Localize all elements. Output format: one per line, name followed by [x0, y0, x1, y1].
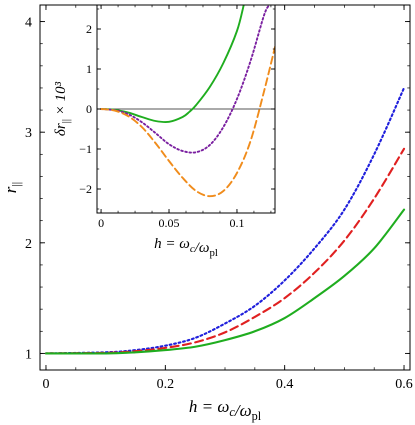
label-text-part: h = — [189, 397, 217, 416]
y-tick-label: 4 — [25, 16, 32, 31]
label-text-part: / — [234, 401, 242, 420]
label-text-part: ω — [217, 397, 229, 416]
label-subscript: pl — [252, 409, 262, 423]
y-tick-label: −2 — [79, 182, 92, 196]
label-subscript: c — [229, 405, 235, 419]
y-tick-label: 1 — [86, 62, 92, 76]
y-tick-label: 2 — [25, 237, 32, 252]
x-tick-label: 0 — [98, 216, 104, 230]
label-text-part: / — [194, 240, 201, 256]
x-tick-label: 0.1 — [229, 216, 244, 230]
label-text-part: h = — [154, 236, 179, 252]
series-line-1 — [44, 86, 406, 355]
x-tick-label: 0.05 — [159, 216, 180, 230]
x-tick-label: 0.6 — [395, 377, 413, 392]
x-tick-label: 0.2 — [157, 377, 175, 392]
x-axis-label: h = ωc/ωpl — [154, 236, 218, 259]
label-text-part: r — [1, 186, 20, 193]
x-tick-label: 0 — [42, 377, 49, 392]
series-line-3 — [100, 46, 275, 198]
y-tick-label: 2 — [86, 22, 92, 36]
label-text-part: δr — [53, 123, 69, 136]
label-subscript: || — [9, 182, 23, 187]
y-axis-label: δr|| × 10³ — [53, 81, 72, 136]
y-tick-label: 1 — [25, 347, 32, 362]
label-text-part: ω — [199, 240, 210, 256]
label-subscript: || — [61, 119, 72, 123]
label-text-part: ω — [240, 401, 252, 420]
label-subscript: pl — [209, 247, 217, 259]
label-subscript: c — [190, 243, 195, 255]
y-tick-label: −1 — [79, 142, 92, 156]
label-text-part: ω — [179, 236, 190, 252]
y-axis-label: r|| — [1, 182, 23, 193]
label-text-part: × 10³ — [53, 81, 69, 119]
y-tick-label: 0 — [86, 102, 92, 116]
series-line-1 — [100, 5, 245, 124]
x-axis-label: h = ωc/ωpl — [189, 397, 262, 423]
x-tick-label: 0.4 — [276, 377, 294, 392]
series-line-2 — [100, 5, 271, 154]
series-line-3 — [44, 208, 406, 355]
y-tick-label: 3 — [25, 126, 32, 141]
